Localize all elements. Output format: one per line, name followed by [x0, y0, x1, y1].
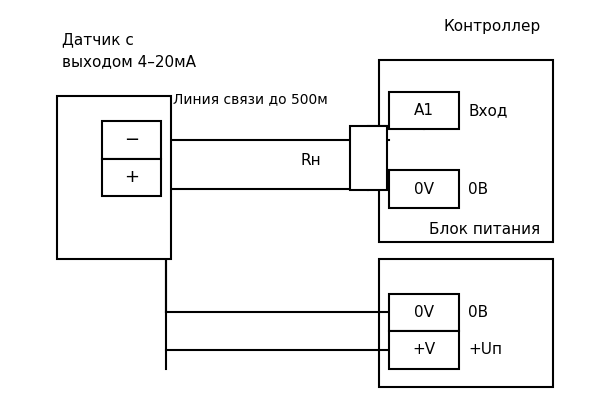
Text: 0В: 0В — [469, 182, 488, 197]
Text: 0V: 0V — [414, 182, 434, 197]
Text: Блок питания: Блок питания — [429, 222, 540, 237]
Text: Rн: Rн — [300, 153, 321, 168]
Bar — [102, 159, 162, 196]
Bar — [57, 96, 171, 259]
Text: Линия связи до 500м: Линия связи до 500м — [173, 92, 328, 106]
Bar — [350, 126, 387, 190]
Text: A1: A1 — [414, 103, 434, 118]
Text: Датчик с: Датчик с — [62, 32, 134, 48]
Bar — [379, 259, 553, 387]
Text: +Uп: +Uп — [469, 343, 502, 357]
Bar — [102, 121, 162, 159]
Bar — [389, 331, 458, 369]
Text: Вход: Вход — [469, 103, 508, 118]
Text: 0В: 0В — [469, 305, 488, 320]
Text: 0V: 0V — [414, 305, 434, 320]
Text: +: + — [124, 168, 139, 186]
Bar — [389, 294, 458, 331]
Bar — [389, 91, 458, 129]
Bar — [389, 170, 458, 208]
Text: выходом 4–20мА: выходом 4–20мА — [62, 54, 196, 69]
Text: Контроллер: Контроллер — [444, 19, 541, 34]
Bar — [379, 60, 553, 243]
Text: −: − — [124, 131, 139, 149]
Text: +V: +V — [412, 343, 435, 357]
